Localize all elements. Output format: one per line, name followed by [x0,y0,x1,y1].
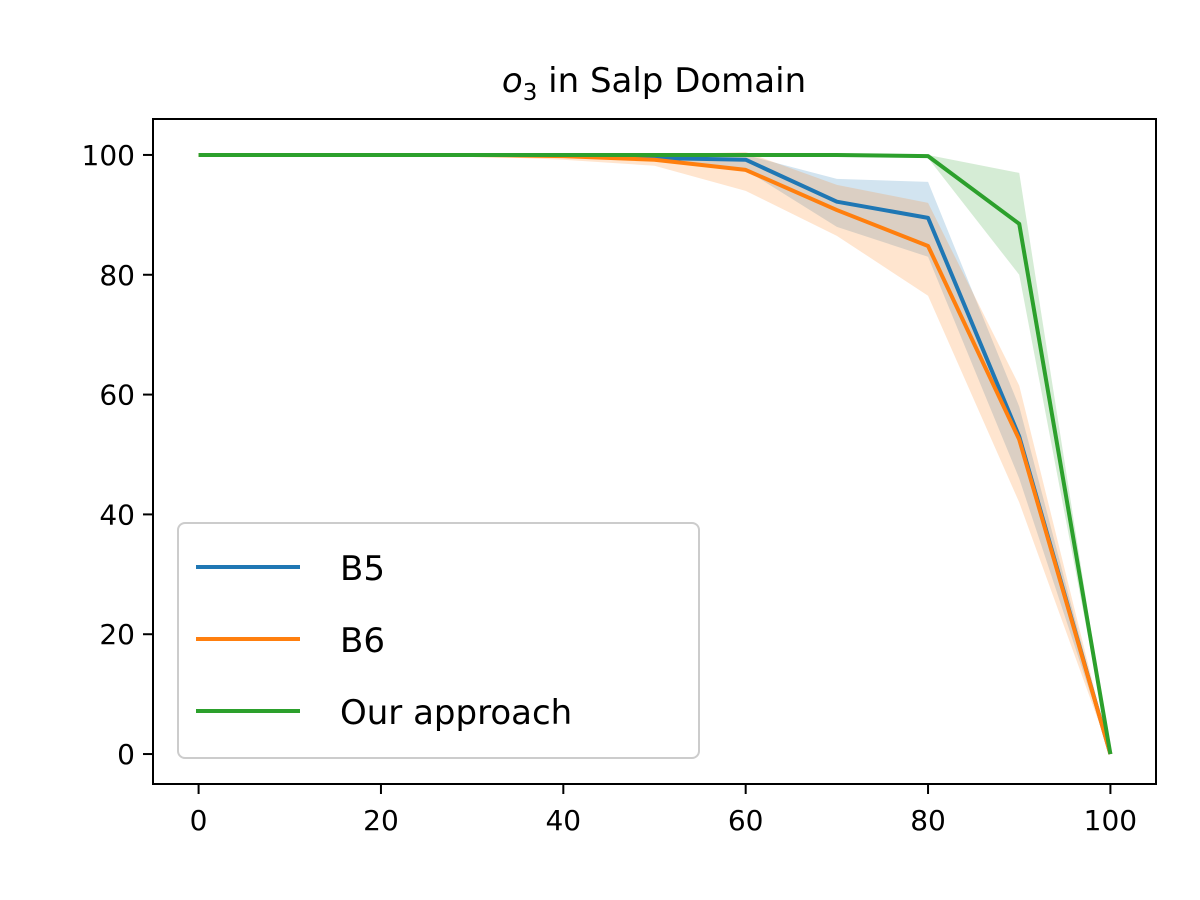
y-tick-label: 60 [99,379,135,412]
series-lines [198,152,1113,755]
y-tick-label: 100 [82,139,135,172]
y-tick-label: 20 [99,618,135,651]
x-tick-label: 60 [728,804,764,837]
x-axis: 0 20 40 60 80 100 [190,784,1137,837]
x-tick-label: 0 [190,804,208,837]
x-tick-label: 40 [545,804,581,837]
band-our-approach [198,154,1111,755]
confidence-bands [198,151,1111,755]
legend-label-our-approach: Our approach [340,693,572,733]
x-tick-label: 20 [363,804,399,837]
legend-label-b6: B6 [340,621,385,661]
y-tick-label: 40 [99,498,135,531]
line-our-approach [198,152,1113,755]
y-tick-label: 0 [117,738,135,771]
x-tick-label: 100 [1084,804,1137,837]
y-axis: 0 20 40 60 80 100 [82,139,153,771]
legend-frame [177,522,700,759]
plot-frame [152,118,1157,785]
x-tick-label: 80 [910,804,946,837]
y-tick-label: 80 [99,259,135,292]
legend: B5 B6 Our approach [177,522,700,759]
legend-label-b5: B5 [340,549,385,589]
chart-title: o3 in Salp Domain [502,61,806,106]
